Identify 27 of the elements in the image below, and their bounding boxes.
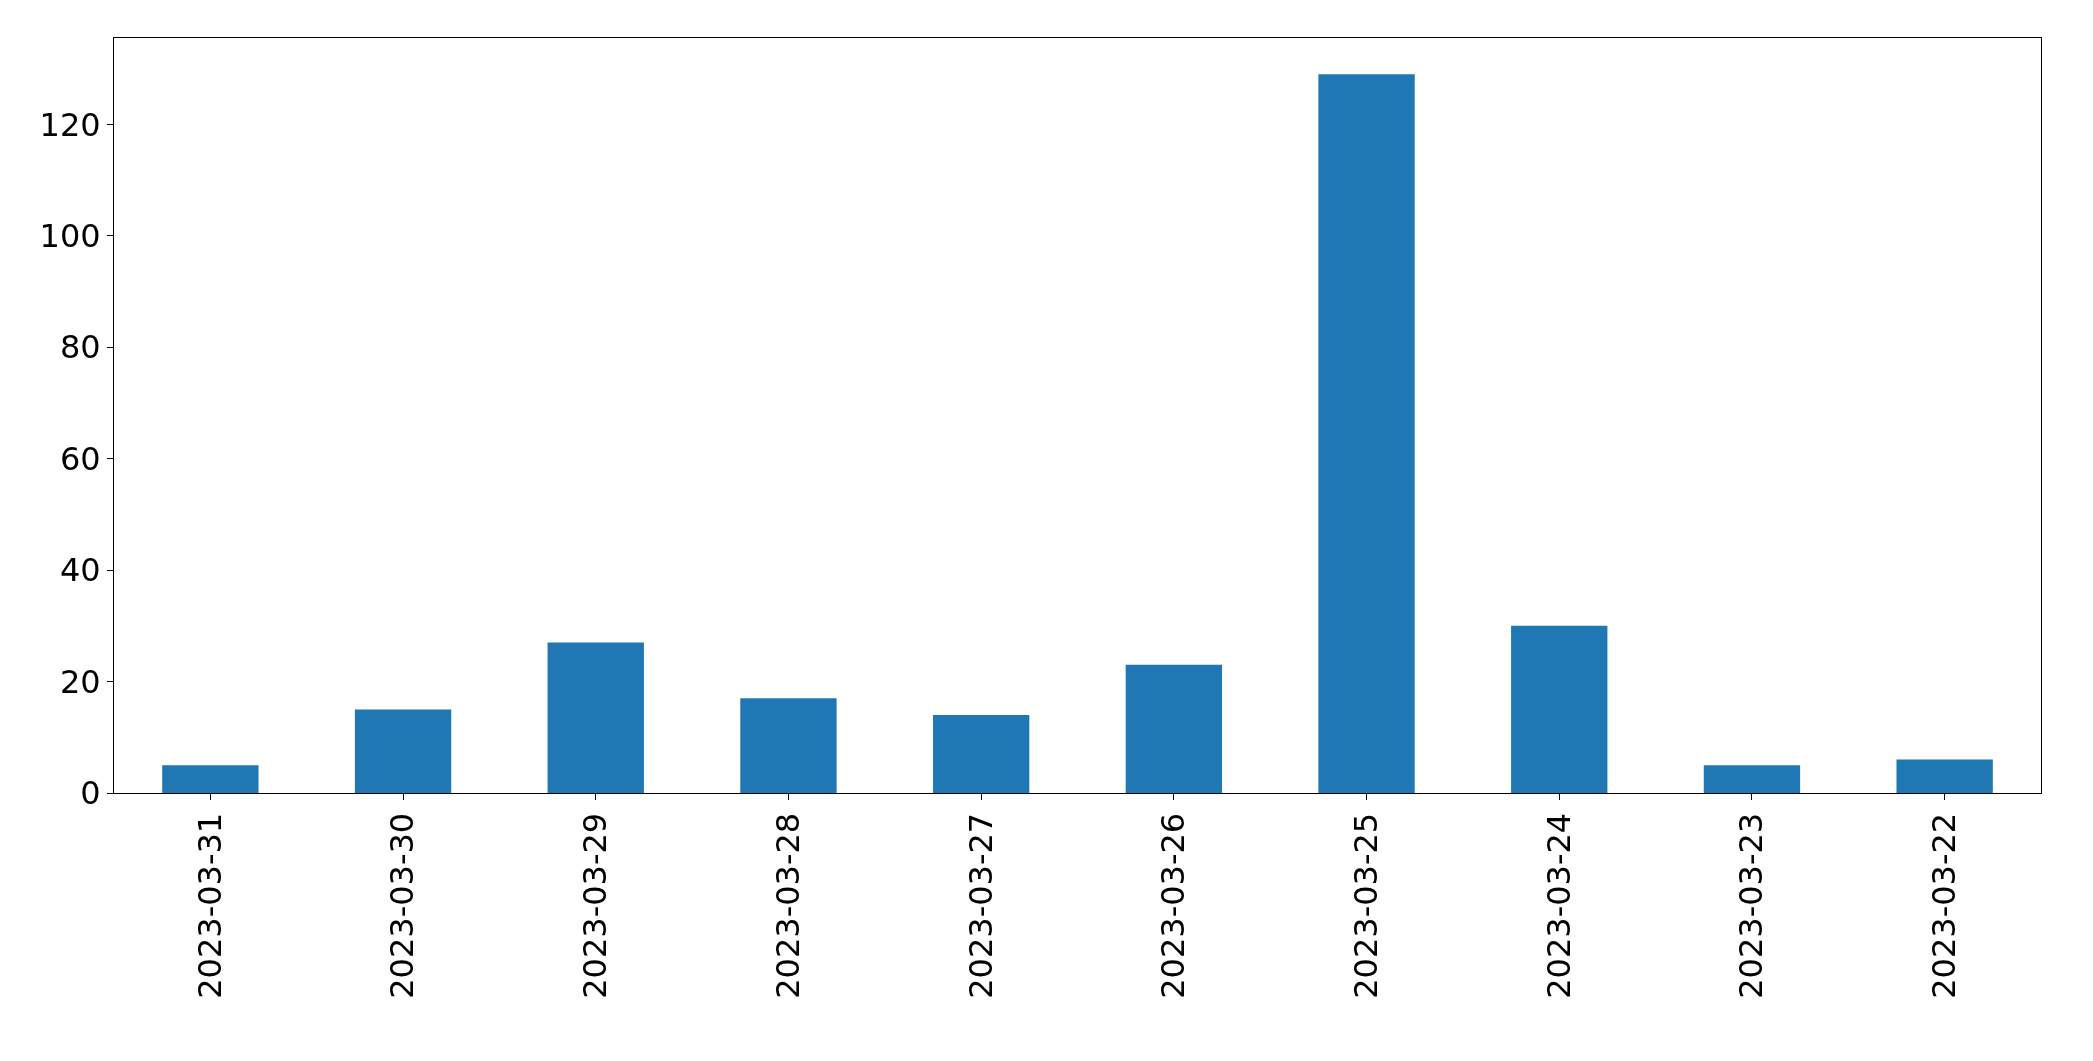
bar [1318, 74, 1415, 793]
bar [1703, 765, 1801, 793]
x-tick-label: 2023-03-31 [190, 812, 229, 999]
bar [932, 714, 1030, 793]
x-tick-label: 2023-03-23 [1732, 812, 1771, 999]
y-tick-label: 20 [59, 662, 101, 701]
x-tick-label: 2023-03-28 [768, 812, 807, 999]
x-tick-label: 2023-03-27 [961, 812, 1000, 999]
y-tick-label: 60 [59, 439, 101, 478]
x-tick-label: 2023-03-30 [383, 812, 422, 999]
bar [547, 642, 644, 793]
x-tick-label: 2023-03-22 [1925, 812, 1964, 999]
bar [1125, 664, 1223, 793]
y-tick-label: 120 [39, 105, 101, 144]
x-tick-label: 2023-03-26 [1154, 812, 1193, 999]
y-tick-label: 100 [39, 217, 101, 255]
y-tick-label: 80 [59, 328, 101, 367]
x-tick-label: 2023-03-25 [1346, 812, 1385, 999]
bar [1896, 759, 1993, 793]
bar [354, 709, 452, 793]
x-tick-label: 2023-03-24 [1539, 812, 1578, 999]
bar [162, 765, 259, 793]
x-tick-label: 2023-03-29 [576, 812, 615, 999]
bar [740, 698, 837, 793]
y-tick-label: 40 [59, 551, 101, 590]
y-tick-label: 0 [80, 774, 101, 813]
bar [1511, 625, 1608, 793]
